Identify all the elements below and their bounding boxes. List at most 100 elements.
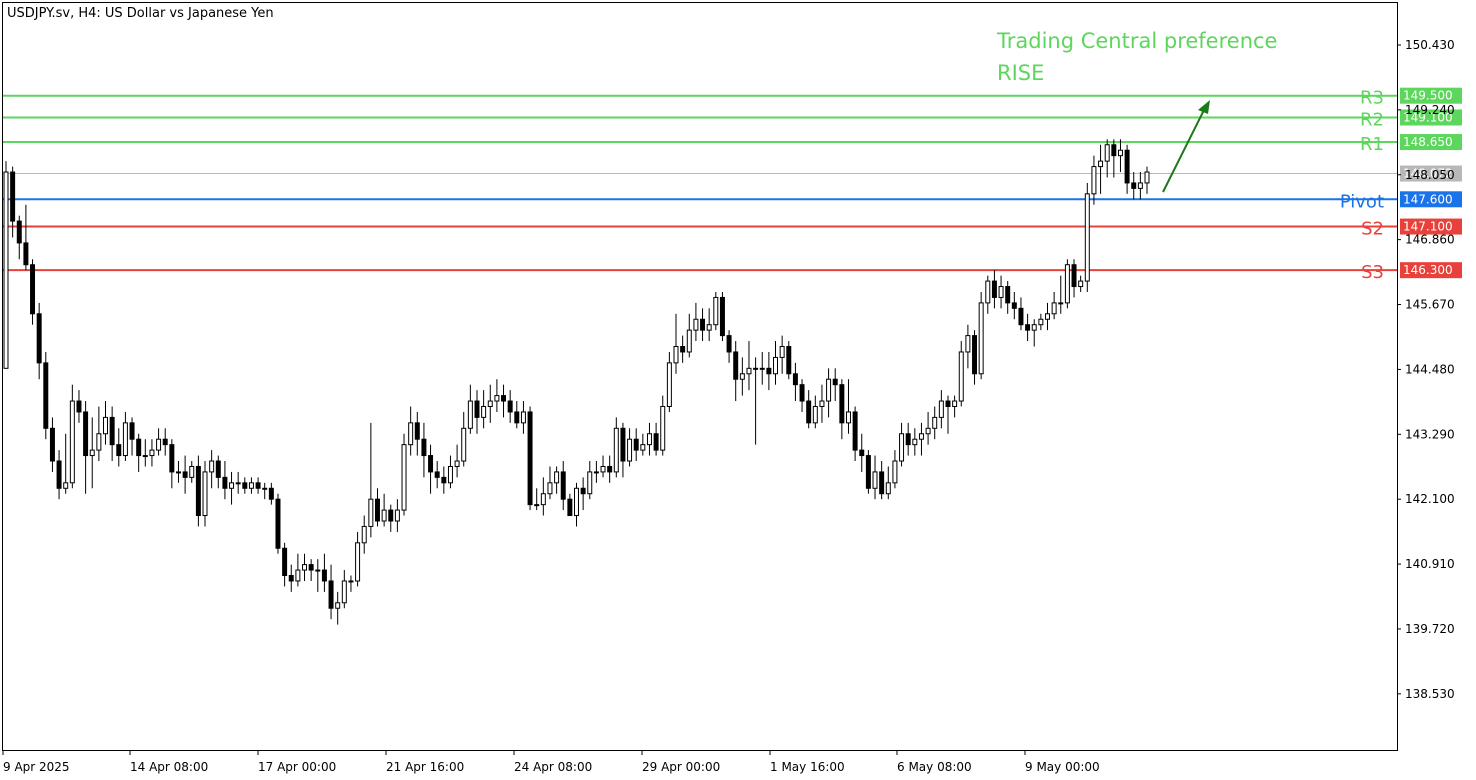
candle — [434, 461, 440, 489]
candle — [109, 406, 115, 462]
candle — [1084, 182, 1090, 292]
candle — [1078, 275, 1084, 292]
current-price-label: 148.072 — [1403, 167, 1453, 181]
level-name-r2: R2 — [1360, 110, 1384, 131]
candle — [998, 275, 1004, 309]
candle — [600, 455, 606, 478]
current-price-tag — [1400, 165, 1462, 182]
candle — [673, 313, 679, 374]
candle — [103, 401, 108, 445]
x-tick-label: 24 Apr 08:00 — [514, 760, 592, 774]
candle — [593, 461, 599, 483]
candle — [328, 564, 334, 620]
candle — [1071, 259, 1077, 298]
candle — [195, 455, 201, 527]
x-tick-label: 1 May 16:00 — [770, 760, 845, 774]
rise-arrow-icon — [1162, 100, 1210, 193]
candle — [408, 406, 414, 456]
candle — [892, 450, 898, 489]
y-tick-label: 146.860 — [1405, 233, 1455, 247]
candle — [680, 335, 686, 363]
candle — [215, 455, 221, 489]
candle — [713, 291, 719, 331]
candle — [859, 433, 865, 472]
plot-frame — [2, 2, 1398, 751]
candles-group — [3, 139, 1150, 625]
candle — [428, 444, 434, 494]
candle — [706, 308, 712, 342]
candle — [122, 411, 128, 462]
candle — [1098, 144, 1104, 194]
level-tag-r1 — [1400, 134, 1462, 151]
candle — [905, 422, 911, 456]
candle — [1018, 297, 1024, 331]
candle — [653, 422, 659, 456]
candle — [49, 417, 55, 472]
candle — [295, 553, 301, 587]
candle — [925, 411, 931, 445]
level-price-s2: 147.100 — [1403, 220, 1453, 234]
candle — [275, 493, 281, 554]
candle — [1051, 291, 1057, 320]
candle — [341, 570, 347, 609]
candle — [182, 455, 188, 494]
candle — [36, 302, 42, 380]
level-name-s2: S2 — [1361, 219, 1384, 240]
candle — [1124, 144, 1130, 194]
level-name-r3: R3 — [1360, 88, 1384, 109]
candle — [467, 384, 473, 434]
candle — [991, 270, 997, 309]
candle — [235, 471, 241, 494]
candle — [832, 368, 838, 402]
candle — [819, 384, 825, 423]
candle — [43, 351, 49, 440]
candle — [368, 422, 374, 538]
candle — [175, 461, 181, 483]
candle — [156, 428, 162, 456]
x-tick-label: 9 May 00:00 — [1025, 760, 1100, 774]
candle — [1038, 313, 1044, 331]
candle — [945, 395, 951, 434]
candle — [1137, 172, 1143, 200]
candle — [3, 161, 9, 369]
candle — [1131, 172, 1137, 200]
candle — [229, 471, 235, 505]
candle — [607, 455, 613, 483]
candle — [646, 422, 652, 456]
candle — [421, 422, 427, 478]
x-tick-label: 6 May 08:00 — [897, 760, 972, 774]
candle — [248, 477, 254, 494]
candle — [401, 433, 407, 516]
candle — [574, 482, 579, 527]
candle — [633, 428, 639, 462]
candle — [89, 417, 95, 489]
candle — [540, 477, 546, 516]
candle — [759, 351, 765, 385]
candle — [792, 362, 798, 402]
candle — [30, 259, 36, 325]
candle — [136, 433, 142, 472]
y-tick-label: 140.910 — [1405, 557, 1455, 571]
pivot-levels-group: R3 149.500 R2 149.100 R1 148.650 Pivot 147.600 S… — [3, 87, 1462, 283]
y-tick-label: 138.530 — [1405, 687, 1455, 701]
candle — [381, 493, 387, 527]
candle — [978, 291, 984, 380]
candle — [965, 324, 971, 369]
candle — [520, 401, 526, 434]
candle — [1111, 139, 1117, 178]
level-tag-s3 — [1400, 262, 1462, 279]
candle — [16, 215, 22, 260]
candle — [441, 466, 447, 494]
candle — [640, 433, 646, 456]
candle — [773, 341, 779, 385]
candle — [262, 482, 268, 500]
preference-title: Trading Central preference — [996, 29, 1277, 53]
candle — [872, 455, 878, 500]
candle — [733, 341, 739, 402]
level-price-pivot: 147.600 — [1403, 192, 1453, 206]
candle — [374, 488, 380, 527]
candle — [308, 559, 314, 581]
candle — [1058, 275, 1064, 314]
price-axis-group: 150.430 149.240 148.050 146.860 145.670 144.4… — [1397, 38, 1455, 701]
